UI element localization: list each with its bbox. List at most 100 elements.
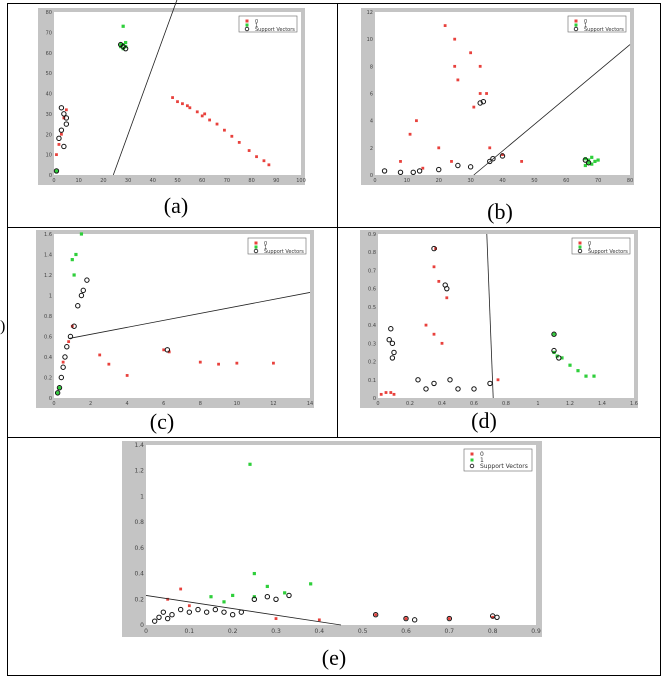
class-0-point [447, 617, 451, 620]
support-vector-point [117, 41, 124, 48]
stray-mark: ) [0, 318, 6, 335]
legend-marker [574, 19, 578, 23]
x-tick-label: 10 [76, 178, 82, 184]
legend-marker [578, 245, 582, 249]
class-0-point [215, 122, 219, 126]
y-tick-label: 80 [46, 10, 52, 16]
caption-d: (d) [471, 408, 497, 433]
y-tick-label: 0.8 [44, 314, 52, 320]
x-tick-label: 0.4 [315, 628, 325, 635]
legend-label: Support Vectors [480, 463, 528, 470]
y-tick-label: 0.3 [368, 341, 376, 347]
y-tick-label: 1.2 [134, 468, 144, 475]
class-1-point [593, 159, 597, 164]
support-vector-point [480, 98, 487, 105]
support-vector-point [56, 385, 63, 391]
y-tick-label: 0.4 [44, 355, 52, 361]
decision-boundary-line [473, 44, 631, 176]
y-tick-label: 0.4 [368, 323, 376, 329]
support-vector-point [67, 333, 74, 340]
support-vector-point [397, 169, 404, 175]
x-tick-label: 14 [307, 401, 313, 407]
legend-label: 1 [588, 245, 591, 251]
legend-marker [245, 19, 249, 23]
y-tick-label: 0 [49, 396, 52, 402]
y-tick-label: 0.8 [368, 250, 376, 256]
class-1-point [583, 157, 587, 161]
class-0-point [478, 64, 482, 68]
support-vector-point [391, 349, 397, 356]
chart-c-svg: 0 2 4 6 8 10 12 1400.20.40.60.811.21.41.601Supp… [44, 232, 313, 407]
class-0-point [60, 132, 63, 136]
decision-boundary-line [486, 233, 494, 399]
support-vector-point [551, 331, 557, 337]
class-0-point [267, 163, 271, 167]
y-tick-label: 4 [370, 119, 373, 125]
y-tick-label: 0.7 [368, 268, 376, 274]
class-1-point [560, 356, 564, 360]
class-1-point [576, 369, 580, 373]
y-tick-label: 0.5 [368, 305, 376, 311]
class-0-point [408, 132, 412, 136]
class-0-point [384, 391, 388, 394]
support-vector-point [471, 386, 477, 392]
legend-label: Support Vectors [255, 27, 295, 33]
table-divider-h1 [7, 227, 661, 228]
x-tick-label: 10 [404, 178, 410, 184]
x-tick-label: 0.6 [470, 401, 478, 407]
class-1-point [119, 43, 123, 47]
class-0-point [181, 102, 184, 106]
chart-e-panel: 0 0.1 0.2 0.3 0.4 0.5 0.6 0.7 0.8 0.9 0 0.2 0.4 0.6 0.… [122, 441, 542, 637]
x-tick-label: 60 [563, 178, 569, 184]
support-vector-point [58, 374, 65, 381]
chart-a-svg: 0 10 20 30 40 50 60 70 80 90 100 0 10 20 30 40 50 60 70 80 0… [46, 0, 306, 184]
class-0-point [424, 323, 428, 327]
class-0-point [478, 92, 482, 95]
x-tick-label: 0.2 [406, 401, 414, 407]
class-0-point [450, 160, 453, 163]
support-vector-point [403, 615, 409, 622]
class-1-point [552, 332, 556, 336]
class-0-point [176, 100, 179, 104]
support-vector-point [177, 606, 184, 613]
x-tick-label: 0 [52, 401, 55, 407]
y-tick-label: 0.2 [368, 360, 376, 366]
y-tick-label: 1 [49, 294, 52, 300]
decision-boundary-line [145, 595, 342, 626]
support-vector-point [431, 380, 437, 387]
class-0-point [404, 617, 408, 620]
support-vector-point [122, 45, 129, 52]
class-0-point [453, 64, 457, 68]
y-tick-label: 70 [46, 30, 52, 36]
x-tick-label: 30 [125, 178, 131, 184]
y-tick-label: 0 [140, 622, 144, 629]
support-vector-point [78, 292, 85, 299]
chart-b-panel: 0 10 20 30 40 50 60 70 80 0 2 4 6 8 10 12 0 1 Support Vect… [361, 8, 634, 185]
support-vector-point [264, 594, 271, 600]
y-tick-label: 1 [140, 493, 144, 500]
x-tick-label: 8 [199, 401, 202, 407]
class-1-point [74, 252, 78, 257]
class-0-point [453, 37, 457, 41]
support-vector-point [84, 277, 90, 283]
legend-marker [573, 26, 579, 32]
class-0-point [501, 153, 504, 157]
support-vector-point [63, 121, 70, 127]
support-vector-point [487, 380, 493, 387]
legend-marker [254, 241, 258, 245]
class-0-point [274, 617, 278, 620]
x-tick-label: 100 [296, 178, 306, 184]
support-vector-point [455, 386, 461, 392]
support-vector-point [58, 127, 65, 133]
chart-d-svg: 0 0.2 0.4 0.6 0.8 1 1.2 1.4 1.6 0 0.1 0.2 0.3 0.4 0.5 0… [368, 232, 638, 407]
class-0-point [179, 587, 183, 591]
y-tick-label: 1.4 [134, 442, 144, 449]
class-0-point [255, 155, 258, 159]
support-vector-point [238, 609, 245, 615]
legend-box [567, 15, 627, 33]
x-tick-label: 0.7 [445, 628, 455, 635]
class-0-point [488, 146, 492, 150]
legend-marker [574, 23, 578, 27]
legend-label: 0 [588, 241, 591, 247]
